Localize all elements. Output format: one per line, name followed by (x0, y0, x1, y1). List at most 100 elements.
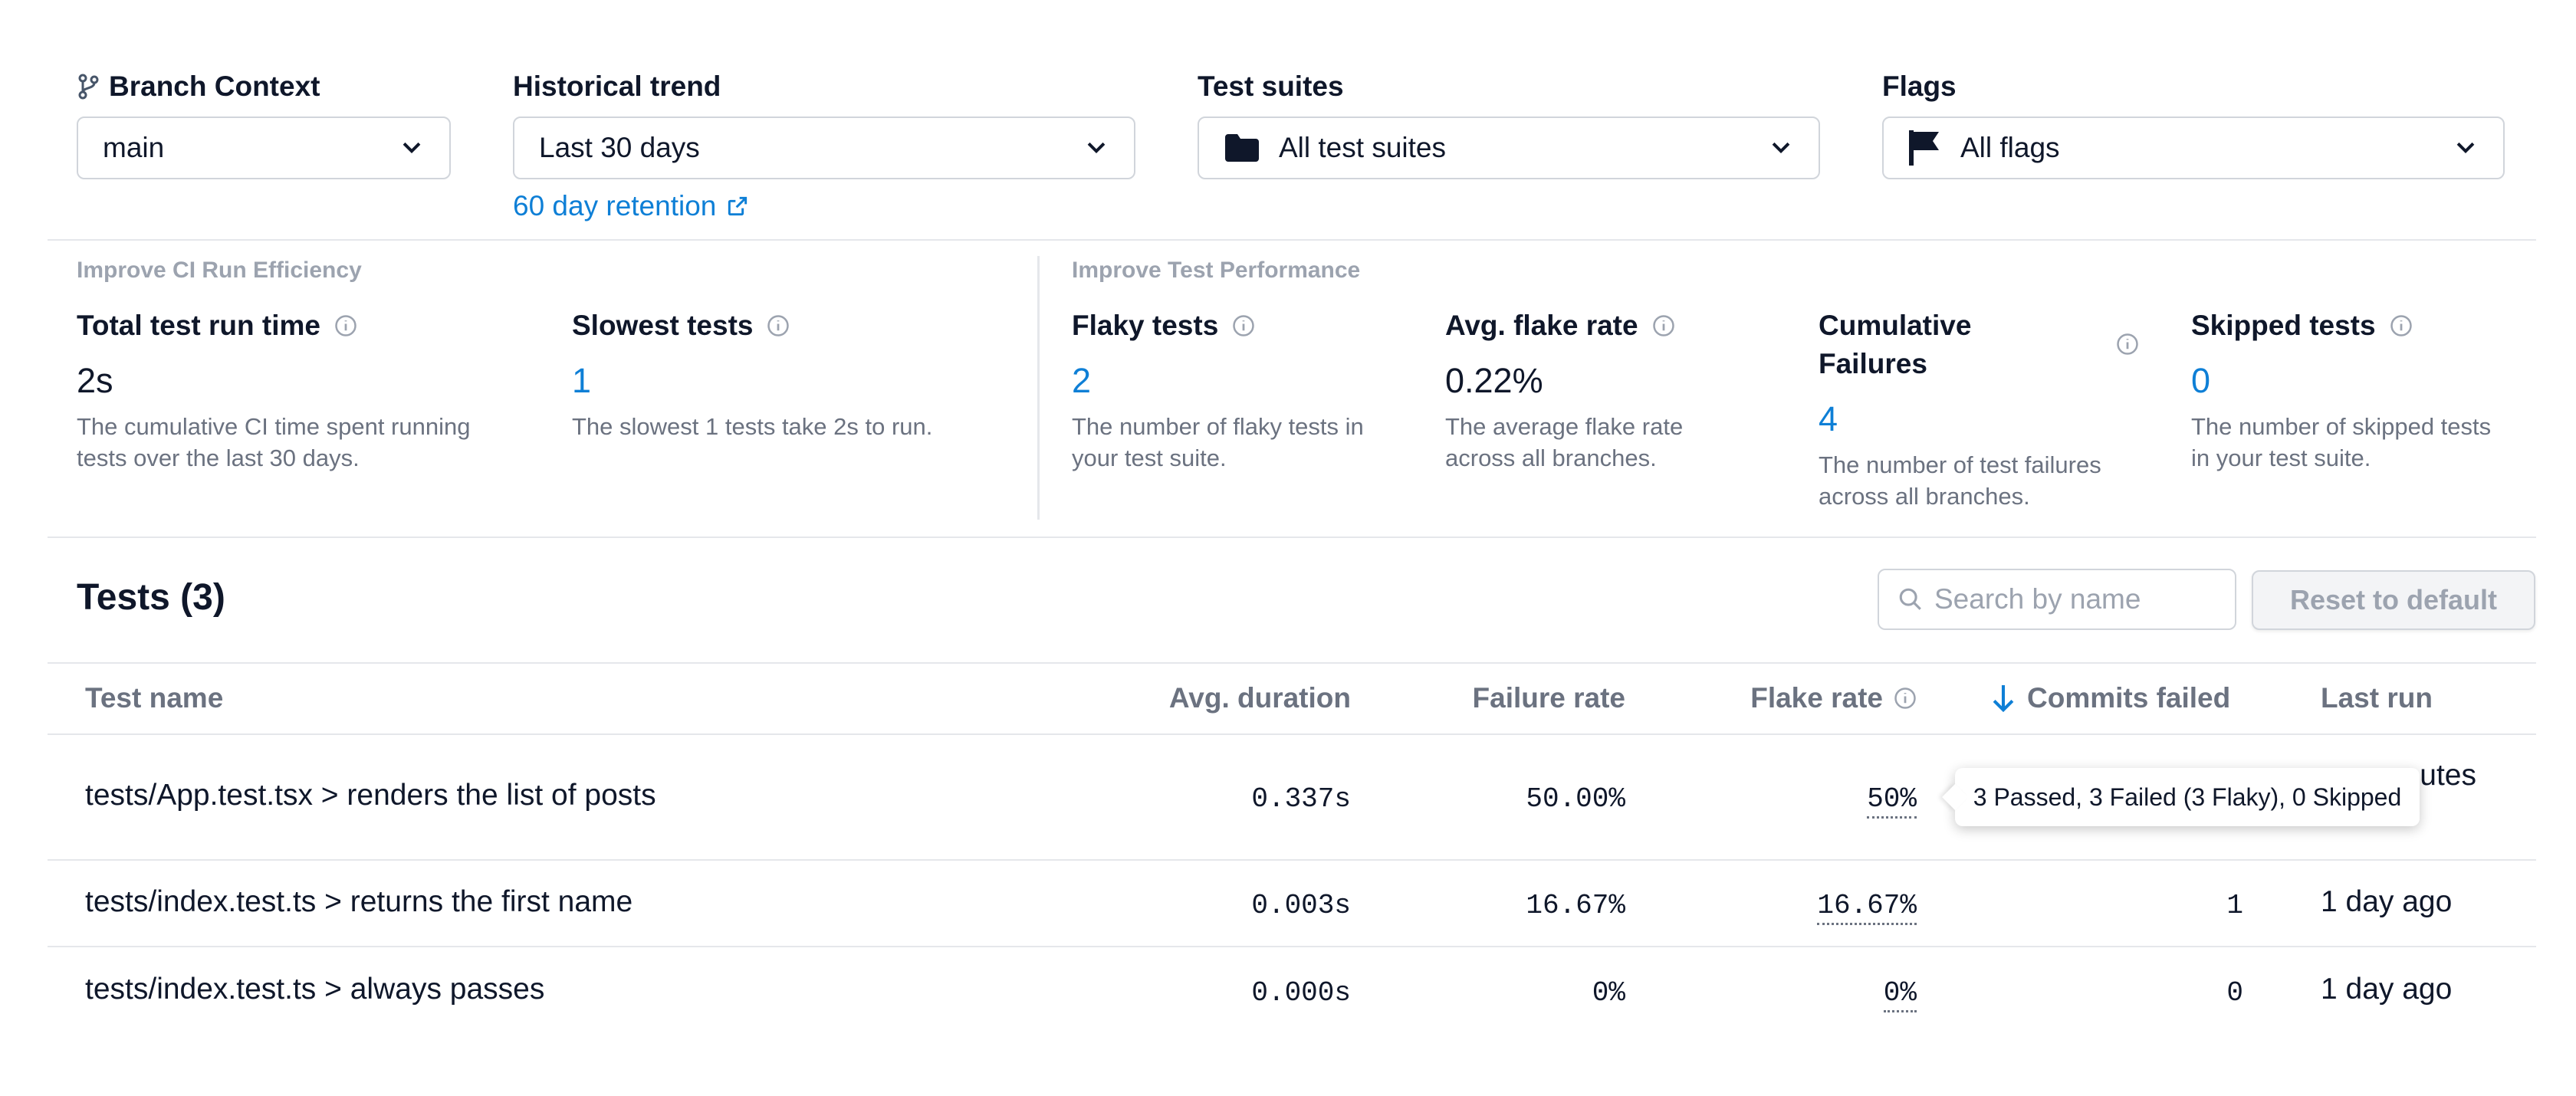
tests-title: Tests (3) (77, 577, 225, 618)
metric-title: Total test run time (77, 310, 320, 341)
metric-title: Flaky tests (1072, 310, 1219, 341)
ci-efficiency-title: Improve CI Run Efficiency (77, 258, 362, 283)
retention-link[interactable]: 60 day retention (513, 190, 1135, 222)
metric-title: Cumulative Failures (1819, 310, 1972, 379)
last-run-cell: utes (2420, 759, 2476, 792)
flake-rate-value[interactable]: 0% (1883, 977, 1917, 1012)
info-icon[interactable] (1232, 314, 1255, 337)
flake-rate-value[interactable]: 50% (1867, 783, 1917, 819)
metric-value-link[interactable]: 4 (1819, 399, 1838, 438)
flake-rate-tooltip: 3 Passed, 3 Failed (3 Flaky), 0 Skipped (1955, 768, 2420, 826)
row-divider (48, 946, 2536, 947)
metric-value-link[interactable]: 0 (2191, 361, 2211, 400)
last-run-cell: 1 day ago (2321, 973, 2453, 1006)
branch-filter: Branch Context main (77, 67, 451, 179)
column-test-name[interactable]: Test name (85, 679, 223, 717)
info-icon[interactable] (1894, 687, 1917, 710)
metric-total-run-time: Total test run time 2s The cumulative CI… (77, 307, 521, 474)
metric-value: 2s (77, 361, 113, 400)
flake-rate-cell[interactable]: 16.67% (1687, 890, 1917, 925)
column-flake-rate[interactable]: Flake rate (1687, 679, 1917, 717)
chevron-down-icon (2456, 142, 2475, 154)
search-input[interactable] (1934, 583, 2226, 615)
avg-duration-cell: 0.000s (1251, 977, 1351, 1009)
metric-flaky-tests: Flaky tests 2 The number of flaky tests … (1072, 307, 1386, 474)
test-name-cell[interactable]: tests/App.test.tsx > renders the list of… (85, 779, 656, 812)
flake-rate-value[interactable]: 16.67% (1817, 890, 1917, 925)
branch-select-value: main (103, 132, 165, 163)
search-box (1878, 569, 2236, 630)
test-suites-label: Test suites (1198, 71, 1344, 102)
failure-rate-cell: 50.00% (1526, 783, 1625, 815)
branch-context-label: Branch Context (77, 67, 451, 106)
test-suites-value: All test suites (1279, 132, 1446, 163)
metric-desc: The number of test failures across all b… (1819, 451, 2101, 510)
failure-rate-cell: 16.67% (1526, 890, 1625, 921)
metric-value: 0.22% (1445, 361, 1543, 400)
git-branch-icon (78, 74, 99, 100)
reset-to-default-button[interactable]: Reset to default (2252, 570, 2535, 630)
flags-value: All flags (1960, 132, 2060, 163)
flag-icon (1909, 130, 1939, 166)
sort-descending-icon[interactable] (1990, 682, 2016, 714)
metric-slowest-tests: Slowest tests 1 The slowest 1 tests take… (572, 307, 1001, 442)
metric-desc: The number of skipped tests in your test… (2191, 413, 2492, 471)
trend-select[interactable]: Last 30 days (513, 116, 1135, 179)
column-commits-failed[interactable]: Commits failed (1990, 679, 2243, 717)
info-icon[interactable] (767, 314, 790, 337)
metric-desc: The cumulative CI time spent running tes… (77, 413, 471, 471)
failure-rate-cell: 0% (1592, 977, 1625, 1009)
row-divider (48, 859, 2536, 861)
metric-desc: The average flake rate across all branch… (1445, 413, 1684, 471)
flags-select[interactable]: All flags (1882, 116, 2505, 179)
info-icon[interactable] (2116, 333, 2139, 356)
chevron-down-icon (1087, 142, 1106, 154)
metric-desc: The number of flaky tests in your test s… (1072, 413, 1364, 471)
info-icon[interactable] (334, 314, 357, 337)
metric-cumulative-failures: Cumulative Failures 4 The number of test… (1819, 307, 2139, 512)
chevron-down-icon (1772, 142, 1790, 154)
test-suites-filter: Test suites All test suites (1198, 67, 1820, 179)
info-icon[interactable] (2390, 314, 2413, 337)
test-performance-title: Improve Test Performance (1072, 258, 1361, 283)
metric-value-link[interactable]: 2 (1072, 361, 1092, 400)
external-link-icon (728, 196, 748, 216)
info-icon[interactable] (1652, 314, 1675, 337)
metric-title: Avg. flake rate (1445, 310, 1638, 341)
last-run-cell: 1 day ago (2321, 885, 2453, 918)
divider (48, 239, 2536, 241)
trend-select-value: Last 30 days (539, 132, 700, 163)
test-name-cell[interactable]: tests/index.test.ts > returns the first … (85, 885, 633, 918)
trend-filter: Historical trend Last 30 days 60 day ret… (513, 67, 1135, 222)
historical-trend-label: Historical trend (513, 71, 721, 102)
column-last-run[interactable]: Last run (2321, 679, 2433, 717)
metric-desc: The slowest 1 tests take 2s to run. (572, 413, 933, 440)
branch-select[interactable]: main (77, 116, 451, 179)
branch-context-text: Branch Context (109, 71, 320, 102)
column-avg-duration[interactable]: Avg. duration (1142, 679, 1351, 717)
retention-link-text: 60 day retention (513, 190, 717, 221)
flake-rate-cell[interactable]: 50% (1687, 783, 1917, 819)
flake-rate-cell[interactable]: 0% (1687, 977, 1917, 1012)
chevron-down-icon (402, 142, 421, 154)
flags-label: Flags (1882, 71, 1957, 102)
commits-failed-cell: 1 (2226, 890, 2243, 921)
metric-avg-flake-rate: Avg. flake rate 0.22% The average flake … (1445, 307, 1752, 474)
avg-duration-cell: 0.003s (1251, 890, 1351, 921)
metric-title: Slowest tests (572, 310, 754, 341)
metric-skipped-tests: Skipped tests 0 The number of skipped te… (2191, 307, 2498, 474)
test-name-cell[interactable]: tests/index.test.ts > always passes (85, 973, 545, 1006)
column-label: Failure rate (1472, 682, 1625, 714)
metrics-separator (1037, 256, 1040, 520)
column-failure-rate[interactable]: Failure rate (1434, 679, 1625, 717)
column-label: Commits failed (2027, 682, 2231, 714)
column-label: Flake rate (1750, 682, 1883, 714)
column-label: Avg. duration (1168, 682, 1351, 714)
test-suites-select[interactable]: All test suites (1198, 116, 1820, 179)
flags-filter: Flags All flags (1882, 67, 2505, 179)
metric-value-link[interactable]: 1 (572, 361, 592, 400)
column-label: Last run (2321, 682, 2433, 714)
commits-failed-cell: 0 (2226, 977, 2243, 1009)
avg-duration-cell: 0.337s (1251, 783, 1351, 815)
column-label: Test name (85, 682, 224, 714)
